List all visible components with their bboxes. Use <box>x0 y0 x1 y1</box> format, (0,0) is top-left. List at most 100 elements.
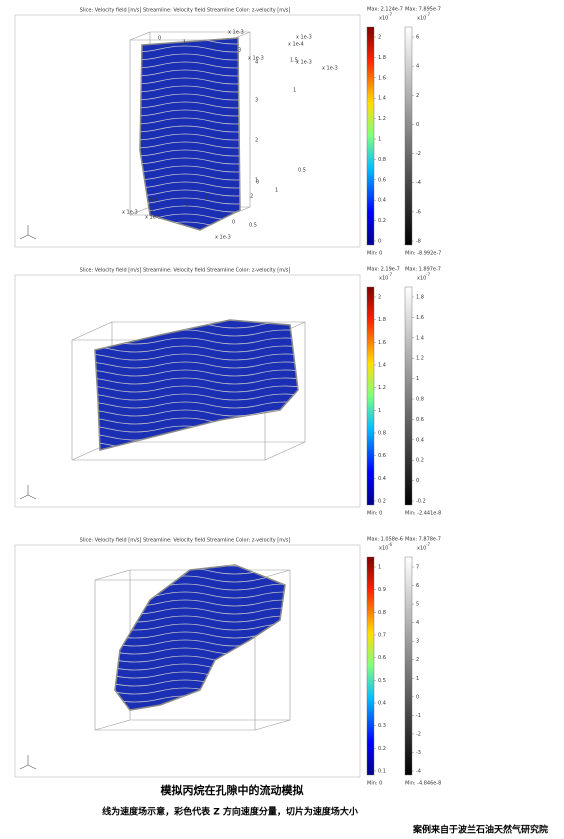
colorbar-tick-label: 1.4 <box>378 96 386 102</box>
caption-subtitle: 线为速度场示意，彩色代表 Z 方向速度分量，切片为速度场大小 <box>102 806 358 818</box>
triad-x <box>27 764 37 770</box>
triad-y <box>19 764 29 770</box>
colorbar-tick-label: 0.4 <box>378 476 386 482</box>
streamline <box>115 599 285 607</box>
colorbar-tick-label: 6 <box>416 583 419 589</box>
colorbar-tick-label: 2 <box>416 657 419 663</box>
streamline <box>95 369 298 377</box>
plot-header: Slice: Velocity field [m/s] Streamline: … <box>80 538 291 544</box>
plot-header: Slice: Velocity field [m/s] Streamline: … <box>80 268 291 274</box>
axis-label: x 1e-3 <box>122 210 138 216</box>
colorbar-min: Min: 0 <box>367 251 382 257</box>
axis-label: 0.5 <box>298 168 306 174</box>
colorbar-tick-label: -3 <box>416 750 421 756</box>
streamline <box>140 213 240 221</box>
axis-label: 0 <box>232 220 235 226</box>
streamline <box>115 575 285 583</box>
colorbar-tick-label: 0.2 <box>378 746 386 752</box>
axis-label: 1 <box>183 40 186 46</box>
streamline <box>95 377 298 385</box>
streamline <box>140 165 240 173</box>
colorbar-tick-label: 0 <box>416 694 419 700</box>
streamline <box>95 361 298 369</box>
streamline <box>140 189 240 197</box>
colorbar-tick-label: 1.6 <box>416 315 424 321</box>
colorbar-tick-label: 1.8 <box>416 295 424 301</box>
streamline <box>140 61 240 69</box>
colorbar-tick-label: 1 <box>416 376 419 382</box>
colorbar <box>366 26 375 246</box>
streamline <box>140 45 240 53</box>
axis-label: 2 <box>255 138 258 144</box>
axis-label: x 1e-3 <box>145 215 161 221</box>
colorbar-tick-label: -0.2 <box>416 499 426 505</box>
box-edge <box>254 719 291 731</box>
axis-label: 4 <box>255 60 258 66</box>
axis-label: 1 <box>255 178 258 184</box>
streamline <box>140 157 240 165</box>
colorbar-min: Min: -8.992e-7 <box>405 251 441 257</box>
colorbar-tick-label: 1.6 <box>378 75 386 81</box>
axis-label: x 1e-4 <box>288 42 304 48</box>
colorbar-tick-label: 1.4 <box>416 335 424 341</box>
colorbar-tick-label: 1.8 <box>378 317 386 323</box>
streamline <box>140 101 240 109</box>
streamline <box>140 93 240 101</box>
colorbar-tick-label: -1 <box>416 713 421 719</box>
colorbar-tick-label: 0.8 <box>378 610 386 616</box>
colorbar-tick-label: -8 <box>416 239 421 245</box>
colorbar-exp-base: x10 <box>379 16 388 22</box>
colorbar <box>404 556 413 776</box>
colorbar-tick-label: 2 <box>416 93 419 99</box>
streamline <box>95 385 298 393</box>
streamline <box>140 125 240 133</box>
box-edge <box>94 719 131 731</box>
colorbar-tick-label: 1 <box>378 408 381 414</box>
colorbar-max: Max: 2.19e-7 <box>367 267 400 273</box>
colorbar-max: Max: 1.897e-7 <box>405 267 441 273</box>
axis-label: 5 <box>150 208 153 214</box>
streamline <box>140 109 240 117</box>
colorbar-tick-label: 0.6 <box>378 453 386 459</box>
colorbar-tick-label: 0.8 <box>378 157 386 163</box>
colorbar-exp-base: x10 <box>379 276 388 282</box>
colorbar-max: Max: 1.058e-6 <box>367 537 403 543</box>
axis-triad <box>19 225 37 240</box>
colorbar-tick-label: -2 <box>416 731 421 737</box>
streamline <box>115 623 285 631</box>
triad-x <box>27 234 37 240</box>
streamline <box>140 85 240 93</box>
colorbar <box>366 556 375 776</box>
colorbar-min: Min: -2.441e-8 <box>405 511 441 517</box>
colorbar-exp-power: -7 <box>426 272 430 277</box>
streamline <box>115 607 285 615</box>
axis-triad <box>19 755 37 770</box>
axis-label: 4 <box>185 203 188 209</box>
caption-source: 案例来自于波兰石油天然气研究院 <box>412 824 548 836</box>
colorbar-tick-label: 1 <box>378 565 381 571</box>
streamline <box>140 141 240 149</box>
colorbar-tick-label: -2 <box>416 151 421 157</box>
colorbar-tick-label: 0.7 <box>378 633 386 639</box>
axis-label: 1 <box>205 196 208 202</box>
colorbar-tick-label: 7 <box>416 565 419 571</box>
colorbar-exp-base: x10 <box>379 546 388 552</box>
colorbar-tick-label: 0.2 <box>378 499 386 505</box>
streamline <box>95 353 298 361</box>
streamline <box>140 221 240 229</box>
axis-label: 0.5 <box>249 223 257 229</box>
streamline <box>140 77 240 85</box>
triad-y <box>19 234 29 240</box>
colorbar-exp-power: -7 <box>388 12 392 17</box>
axis-label: 3 <box>218 198 221 204</box>
colorbar-tick-label: 1.6 <box>378 340 386 346</box>
axis-label: 1 <box>275 188 278 194</box>
axis-label: 0 <box>256 180 259 186</box>
colorbar-tick-label: 0.2 <box>416 458 424 464</box>
streamline <box>140 133 240 141</box>
colorbar-min: Min: 0 <box>367 511 382 517</box>
colorbar <box>404 26 413 246</box>
streamline <box>140 173 240 181</box>
colorbar-tick-label: 1.4 <box>378 363 386 369</box>
